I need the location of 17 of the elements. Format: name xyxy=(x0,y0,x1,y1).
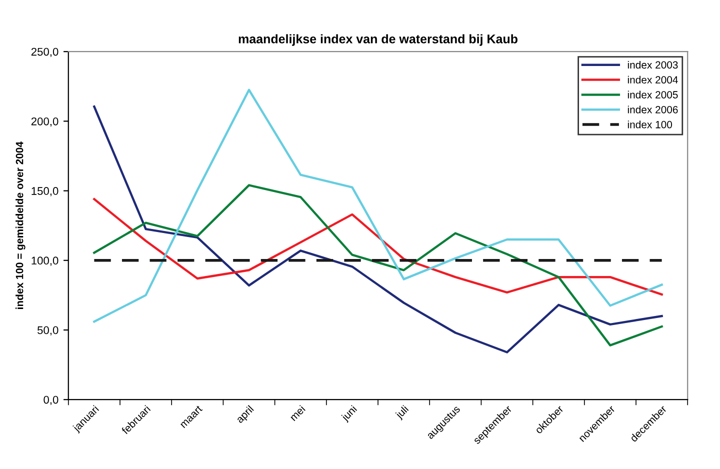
y-axis-title: index 100 = gemiddelde over 2004 xyxy=(16,142,26,309)
y-tick-label: 0,0 xyxy=(44,396,58,406)
line-series xyxy=(93,198,663,296)
legend-label: index 2005 xyxy=(628,90,678,98)
y-tick-label: 150,0 xyxy=(32,187,58,196)
y-tick-label: 50,0 xyxy=(38,326,58,336)
legend-label: index 100 xyxy=(628,120,672,128)
chart-title: maandelijkse index van de waterstand bij Kaub xyxy=(238,34,518,46)
y-tick-label: 250,0 xyxy=(31,48,58,58)
y-tick-label: 100,0 xyxy=(32,256,58,266)
y-tick-label: 200,0 xyxy=(31,117,58,127)
x-tick-label: mei xyxy=(289,404,306,422)
x-tick-label: juli xyxy=(394,404,410,420)
legend-label: index 2004 xyxy=(628,76,678,84)
legend-label: index 2006 xyxy=(628,106,678,114)
legend-label: index 2003 xyxy=(628,60,678,69)
line-series xyxy=(93,184,663,346)
